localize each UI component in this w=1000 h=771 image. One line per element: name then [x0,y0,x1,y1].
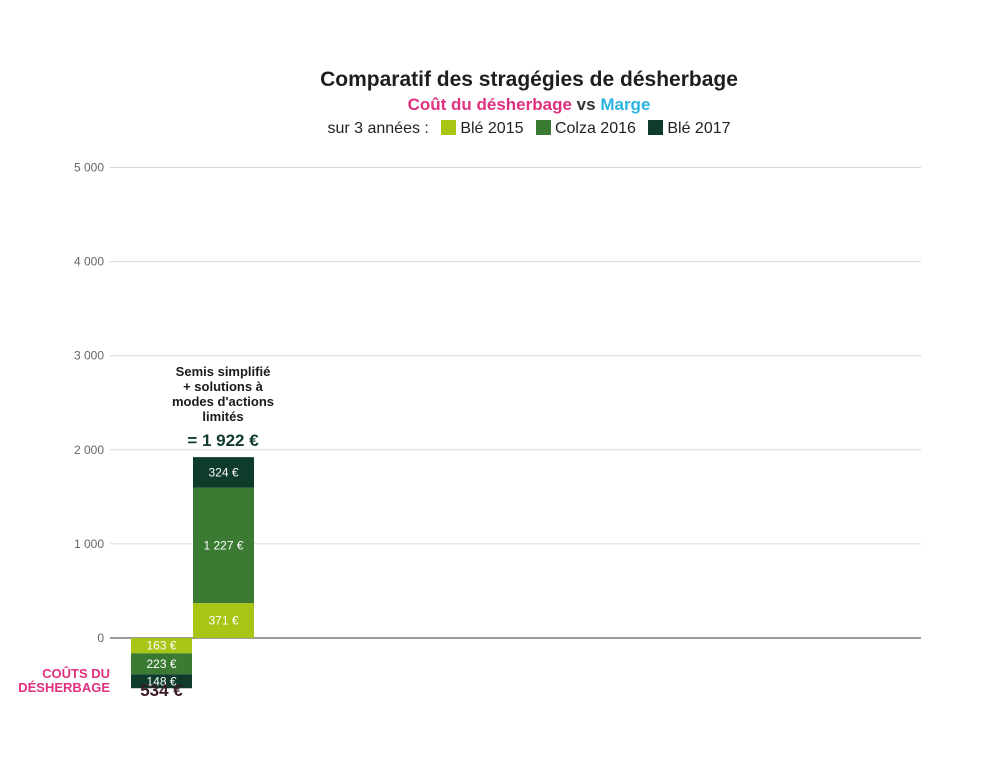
chart-subtitle: Coût du désherbage vs Marge [0,95,1000,115]
legend-label-2: Colza 2016 [554,120,636,137]
strategy-segment-label-2: 1 227 € [203,538,243,552]
strategy-total-label: = 1 922 € [187,431,259,450]
subtitle-cost: Coût du désherbage [407,95,572,114]
strategy-bar-segment-1 [193,603,254,638]
legend-label-1: Blé 2015 [460,120,524,137]
strategy-bar-segment-2 [193,487,254,604]
cost-segment-label-1: 163 € [146,639,176,653]
chart-title: Comparatif des stragégies de désherbage [320,68,738,91]
strategy-segment-label-3: 324 € [208,465,238,479]
legend: sur 3 années : Blé 2015 Colza 2016 Blé 2… [0,120,1000,138]
ytick-label-0: 0 [97,631,104,645]
ytick-label-5000: 5 000 [74,161,104,175]
ytick-label-2000: 2 000 [74,443,104,457]
cost-bar-segment-1 [131,638,192,654]
cost-total-label: 534 € [140,681,183,700]
legend-swatch-3 [648,120,664,135]
legend-item-1: Blé 2015 [441,120,524,138]
ytick-label-4000: 4 000 [74,255,104,269]
legend-prefix: sur 3 années : [327,120,429,137]
ytick-label-1000: 1 000 [74,537,104,551]
cost-segment-label-3: 148 € [146,674,176,688]
strategy-annotation-line-4: limités [202,409,243,424]
legend-item-2: Colza 2016 [535,120,636,138]
strategy-annotation-line-1: Semis simplifié [176,364,271,379]
legend-swatch-1 [441,120,457,135]
legend-swatch-2 [535,120,551,135]
ytick-label-3000: 3 000 [74,349,104,363]
legend-item-3: Blé 2017 [648,120,731,138]
cost-segment-label-2: 223 € [146,657,176,671]
cost-axis-label-line1: COÛTS DU [42,666,110,681]
strategy-annotation-line-2: + solutions à [183,379,264,394]
strategy-segment-label-1: 371 € [208,614,238,628]
subtitle-vs: vs [576,95,596,114]
cost-bar-segment-3 [131,674,192,689]
strategy-annotation-line-3: modes d'actions [172,394,274,409]
cost-axis-label-line2: DÉSHERBAGE [18,680,110,695]
subtitle-margin: Marge [600,95,651,114]
cost-bar-segment-2 [131,653,192,675]
legend-label-3: Blé 2017 [667,120,731,137]
strategy-bar-segment-3 [193,457,254,488]
